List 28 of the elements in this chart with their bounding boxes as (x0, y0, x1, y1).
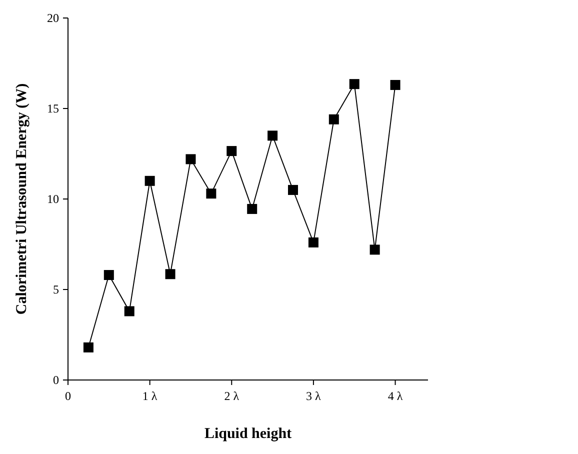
point (124, 306, 134, 316)
y-tick-label: 0 (53, 373, 59, 387)
x-tick-label: 0 (65, 389, 71, 403)
x-tick-label: 2 λ (224, 389, 240, 403)
y-tick-label: 20 (47, 11, 59, 25)
point (370, 244, 380, 255)
point (328, 114, 339, 124)
point (186, 154, 196, 164)
y-tick-label: 5 (53, 282, 59, 296)
y-axis-title: Calorimetri Ultrasound Energy (W) (14, 83, 30, 315)
x-axis-title: Liquid height (204, 426, 292, 442)
point (144, 176, 155, 186)
y-tick-label: 15 (47, 102, 59, 116)
point (206, 188, 216, 199)
y-tick-label: 10 (47, 192, 59, 206)
x-tick-label: 1 λ (142, 389, 158, 403)
point (288, 184, 298, 195)
x-tick-label: 3 λ (306, 389, 322, 403)
point (308, 237, 318, 248)
point (83, 342, 94, 352)
point (390, 80, 400, 90)
point (104, 270, 114, 280)
x-tick-label: 4 λ (388, 389, 403, 403)
point (226, 146, 237, 156)
point (165, 269, 176, 280)
point (268, 130, 278, 141)
point (349, 79, 360, 90)
point (247, 204, 258, 214)
